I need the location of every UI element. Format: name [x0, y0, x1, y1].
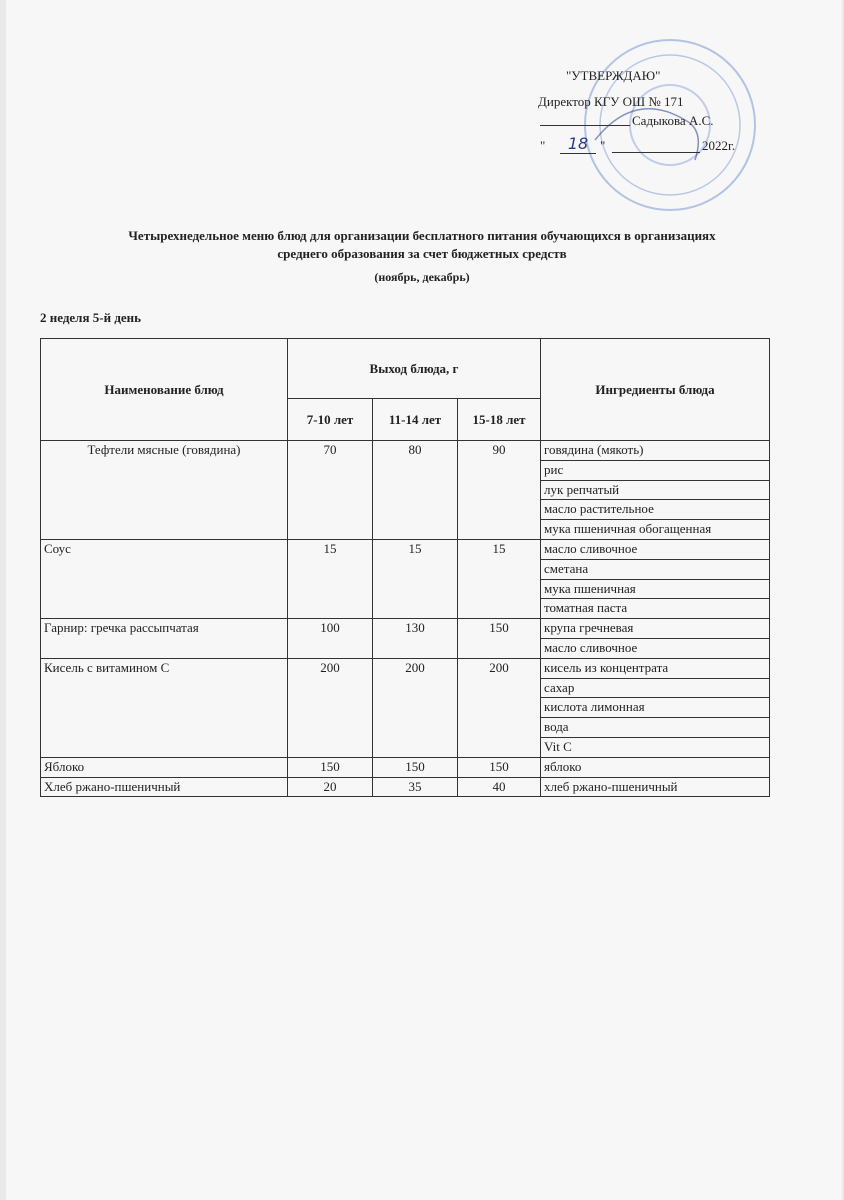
- ingredient: хлеб ржано-пшеничный: [540, 776, 771, 798]
- ingredient: сахар: [540, 677, 771, 699]
- ingredient: яблоко: [540, 756, 771, 778]
- date-quote: ": [540, 138, 546, 153]
- ingredient: лук репчатый: [540, 479, 771, 501]
- dish-yield: 150: [287, 756, 373, 778]
- ingredient: мука пшеничная обогащенная: [540, 519, 771, 540]
- header-age: 7-10 лет: [287, 398, 373, 441]
- dish-yield: 40: [456, 776, 542, 798]
- dish-yield: 20: [287, 776, 373, 798]
- approval-day: 18: [560, 134, 596, 154]
- approval-position: Директор КГУ ОШ № 171: [538, 94, 684, 109]
- title-line: Четырехнедельное меню блюд для организац…: [128, 228, 716, 243]
- dish-name: Соус: [40, 538, 288, 620]
- dish-yield: 150: [372, 756, 458, 778]
- dish-name: Хлеб ржано-пшеничный: [40, 776, 288, 798]
- table-body: Тефтели мясные (говядина) 70 80 90 говядина …: [40, 440, 771, 798]
- dish-yield: 200: [372, 657, 458, 758]
- header-name: Наименование блюд: [40, 338, 288, 441]
- header-age: 11-14 лет: [372, 398, 458, 441]
- day-label: 2 неделя 5-й день: [40, 310, 142, 325]
- dish-name: Гарнир: гречка рассыпчатая: [40, 618, 288, 659]
- dish-yield: 90: [456, 440, 542, 540]
- table-row: Кисель с витамином С 200 200 200 кисель из к…: [40, 657, 771, 758]
- ingredient: мука пшеничная: [540, 578, 771, 600]
- signature-line: [540, 125, 630, 126]
- table-row: масло сливочное: [41, 637, 771, 659]
- dish-yield: 15: [372, 538, 458, 620]
- dish-yield: 200: [456, 657, 542, 758]
- table-row: Яблоко 150 150 150 яблоко: [40, 756, 771, 778]
- ingredient: кисель из концентрата: [540, 657, 771, 679]
- dish-yield: 200: [287, 657, 373, 758]
- approval-signer: Садыкова А.С.: [632, 113, 714, 128]
- ingredient: Vit C: [540, 736, 771, 758]
- dish-yield: 150: [456, 618, 542, 659]
- header-yield: Выход блюда, г: [286, 338, 542, 399]
- header-age: 15-18 лет: [456, 398, 542, 441]
- dish-yield: 130: [372, 618, 458, 659]
- ingredient: томатная паста: [540, 598, 771, 620]
- ingredient: рис: [540, 459, 771, 481]
- dish-yield: 80: [372, 440, 458, 540]
- ingredient: масло сливочное: [540, 538, 771, 560]
- dish-yield: 100: [287, 618, 373, 659]
- ingredient: сметана: [540, 558, 771, 580]
- period: (ноябрь, декабрь): [374, 270, 470, 284]
- dish-name: Яблоко: [40, 756, 288, 778]
- approval-title: "УТВЕРЖДАЮ": [566, 68, 661, 83]
- table-row: кислота лимонная: [41, 697, 771, 719]
- dish-yield: 15: [287, 538, 373, 620]
- ingredient: кислота лимонная: [540, 697, 771, 719]
- approval-year: 2022г.: [702, 138, 736, 153]
- ingredient: вода: [540, 717, 771, 738]
- dish-yield: 70: [287, 440, 373, 540]
- dish-name: Тефтели мясные (говядина): [40, 440, 288, 540]
- header-ingredients: Ингредиенты блюда: [540, 338, 771, 441]
- ingredient: говядина (мякоть): [540, 440, 771, 461]
- dish-yield: 150: [456, 756, 542, 778]
- table-row: Соус 15 15 15 масло сливочное: [40, 538, 771, 620]
- dish-name: Кисель с витамином С: [40, 657, 288, 758]
- table-row: Гарнир: гречка рассыпчатая 100 130 150 крупа…: [40, 618, 771, 659]
- date-quote: ": [600, 138, 606, 153]
- title-line: среднего образования за счет бюджетных с…: [277, 246, 567, 261]
- menu-table: Наименование блюд Выход блюда, г Ингреди…: [40, 338, 771, 798]
- ingredient: масло сливочное: [540, 637, 771, 659]
- table-row: Тефтели мясные (говядина) 70 80 90 говядина …: [40, 440, 771, 540]
- table-row: Хлеб ржано-пшеничный 20 35 40 хлеб ржано-пше…: [40, 776, 771, 798]
- dish-yield: 15: [456, 538, 542, 620]
- ingredient: масло растительное: [540, 499, 771, 521]
- dish-yield: 35: [372, 776, 458, 798]
- ingredient: крупа гречневая: [540, 618, 771, 639]
- month-line: [612, 152, 700, 153]
